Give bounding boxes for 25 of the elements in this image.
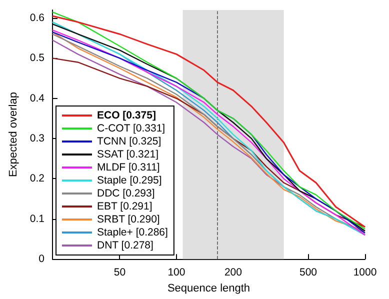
y-tick-label: 0.3	[30, 132, 45, 145]
x-tick-label: 500	[299, 266, 318, 279]
y-tick-label: 0.1	[30, 212, 45, 225]
legend-label: Staple+ [0.286]	[97, 226, 168, 238]
legend-label: DDC [0.293]	[97, 188, 155, 200]
legend-label: EBT [0.291]	[97, 200, 152, 212]
legend-label: C-COT [0.331]	[97, 122, 166, 134]
legend-label: SSAT [0.321]	[97, 148, 159, 160]
x-tick-label: 100	[168, 266, 186, 279]
legend-label: DNT [0.278]	[97, 240, 154, 252]
x-axis-title: Sequence length	[167, 282, 250, 294]
x-tick-label: 200	[224, 266, 242, 279]
y-tick-label: 0.5	[30, 52, 45, 64]
x-tick-label: 50	[114, 266, 126, 279]
legend-label: TCNN [0.325]	[97, 136, 162, 148]
y-tick-label: 0.6	[30, 12, 45, 24]
y-tick-label: 0	[38, 253, 45, 266]
y-tick-label: 0.4	[30, 92, 45, 104]
legend-label: Staple [0.295]	[97, 174, 162, 186]
legend-label: ECO [0.375]	[97, 110, 156, 122]
y-tick-label: 0.2	[30, 172, 45, 185]
y-axis-title: Expected overlap	[8, 92, 20, 178]
legend-label: MLDF [0.311]	[97, 162, 160, 174]
legend-label: SRBT [0.290]	[97, 214, 160, 226]
x-tick-label: 1000	[353, 266, 377, 279]
